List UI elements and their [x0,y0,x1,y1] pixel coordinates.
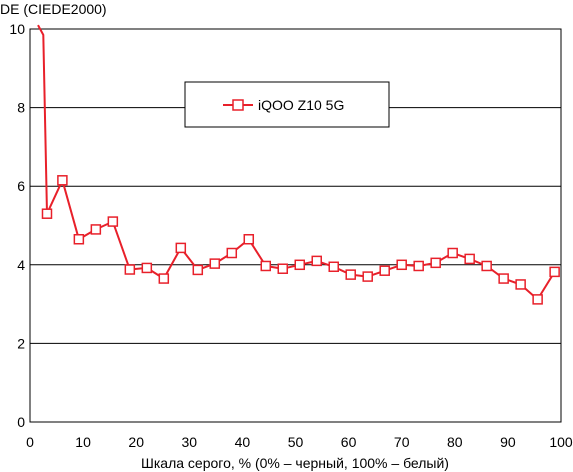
y-tick-label: 10 [9,21,25,37]
data-point [311,255,322,267]
data-point [413,260,424,272]
data-point [141,262,153,274]
data-point [277,263,289,274]
data-point [90,224,102,235]
legend: iQOO Z10 5G [184,81,390,128]
x-tick-label: 80 [447,434,463,450]
x-tick-label: 60 [341,434,357,450]
data-point [362,271,373,282]
data-point [515,279,526,290]
y-tick-label: 0 [17,414,25,430]
data-point [124,264,136,275]
x-tick-label: 70 [394,434,410,450]
data-point [158,273,170,284]
x-tick-label: 50 [288,434,304,450]
legend-label: iQOO Z10 5G [258,97,344,113]
data-point [498,273,509,284]
data-point [345,269,356,280]
data-point [447,247,458,259]
x-axis-title: Шкала серого, % (0% – черный, 100% – бел… [141,455,449,471]
data-point [328,261,339,273]
legend-swatch-marker [232,99,244,111]
data-point [243,234,255,245]
data-point [73,234,85,245]
y-tick-label: 6 [17,178,25,194]
y-tick-label: 2 [17,335,25,351]
y-tick-label: 8 [17,100,25,116]
y-axis-title: DE (CIEDE2000) [0,1,107,17]
data-point [175,242,187,254]
data-point [379,265,390,276]
y-tick-labels: 0 2 4 6 8 10 [9,21,25,430]
data-point [209,258,221,269]
data-point [294,259,305,271]
data-point [41,208,53,219]
x-tick-label: 40 [235,434,251,450]
data-point [192,264,204,276]
data-point [57,175,68,186]
data-point [481,260,492,272]
data-point [464,253,475,265]
x-tick-label: 20 [128,434,144,450]
data-point [396,259,407,271]
y-tick-label: 4 [17,257,25,273]
data-point [107,216,119,227]
x-tick-label: 10 [75,434,91,450]
data-point [532,294,543,305]
x-tick-label: 30 [182,434,198,450]
x-tick-label: 100 [549,434,573,450]
data-point [549,266,560,278]
series-group [37,24,560,305]
x-tick-labels: 0 10 20 30 40 50 60 70 80 90 100 [26,434,573,450]
x-tick-label: 90 [500,434,516,450]
data-point [226,247,238,259]
data-point [260,260,272,272]
data-point [430,257,441,269]
legend-box [184,81,390,128]
x-tick-label: 0 [26,434,34,450]
